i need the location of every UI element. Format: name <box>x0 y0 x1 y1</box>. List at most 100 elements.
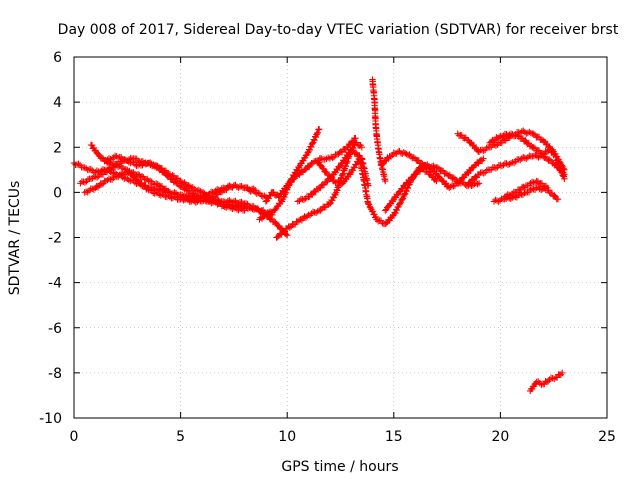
data-point <box>336 179 343 186</box>
axis-ticks: 0 5 10 15 20 25 -10 -8 -6 -4 -2 0 2 4 6 <box>39 50 616 445</box>
data-point <box>146 177 154 184</box>
data-point <box>329 154 336 162</box>
x-tick-label: 0 <box>70 429 79 445</box>
data-point <box>512 132 519 140</box>
data-point <box>81 179 89 186</box>
data-point <box>256 208 264 215</box>
grid-lines <box>74 57 607 418</box>
data-point <box>98 181 106 188</box>
series-track-13 <box>454 127 568 174</box>
x-tick-label: 20 <box>491 429 509 445</box>
data-point <box>303 212 311 220</box>
data-point <box>353 139 360 146</box>
data-point <box>75 160 82 168</box>
data-point <box>515 156 522 163</box>
x-tick-label: 15 <box>385 429 403 445</box>
data-point <box>490 137 497 145</box>
data-point <box>560 172 567 180</box>
data-point <box>401 191 408 198</box>
series-track-9 <box>294 146 372 205</box>
data-point <box>551 375 558 383</box>
data-markers <box>70 76 568 395</box>
data-point <box>328 174 336 181</box>
data-point <box>533 184 540 192</box>
data-point <box>119 165 126 172</box>
data-point <box>113 153 120 160</box>
data-point <box>194 187 201 194</box>
series-track-18 <box>527 369 566 395</box>
data-point <box>447 183 454 191</box>
data-point <box>474 180 481 188</box>
data-point <box>216 199 223 206</box>
data-point <box>480 147 487 154</box>
series-track-12 <box>382 161 483 214</box>
data-point <box>558 168 566 175</box>
data-point <box>518 128 525 135</box>
data-point <box>403 188 410 195</box>
data-point <box>400 149 407 156</box>
data-point <box>433 177 440 185</box>
data-point <box>89 185 96 193</box>
data-point <box>252 186 259 194</box>
data-point <box>302 166 309 173</box>
data-point <box>73 161 81 168</box>
y-tick-label: -4 <box>48 276 62 292</box>
data-point <box>513 132 521 139</box>
data-point <box>138 173 146 180</box>
data-point <box>274 233 281 241</box>
data-point <box>438 167 445 174</box>
data-point <box>544 184 551 192</box>
data-point <box>241 207 248 214</box>
data-point <box>86 166 93 173</box>
series-track-17 <box>501 177 551 201</box>
series-track-14 <box>465 151 568 187</box>
data-point <box>307 143 315 151</box>
data-point <box>146 159 154 166</box>
data-point <box>507 192 514 199</box>
data-point <box>553 153 560 161</box>
data-point <box>520 127 527 134</box>
y-tick-label: -8 <box>48 366 62 382</box>
data-point <box>528 178 536 186</box>
data-point <box>200 189 207 196</box>
data-point <box>559 171 566 179</box>
data-point <box>282 189 290 197</box>
data-point <box>527 129 535 137</box>
data-point <box>404 151 412 159</box>
data-point <box>266 208 274 215</box>
data-point <box>286 224 294 231</box>
data-point <box>495 198 502 205</box>
data-point <box>544 377 552 385</box>
data-point <box>396 200 404 207</box>
data-point <box>521 189 528 197</box>
y-tick-label: -6 <box>48 321 62 337</box>
data-point <box>127 177 134 185</box>
data-point <box>475 180 483 187</box>
data-point <box>315 126 323 133</box>
x-tick-label: 25 <box>598 429 616 445</box>
data-point <box>393 206 401 214</box>
data-point <box>434 164 441 171</box>
data-point <box>530 130 537 138</box>
plot-frame <box>73 56 608 419</box>
data-point <box>311 136 318 144</box>
data-point <box>524 154 532 161</box>
data-point <box>114 154 122 162</box>
y-tick-label: -2 <box>48 231 62 247</box>
data-point <box>95 151 102 158</box>
data-point <box>323 178 330 186</box>
data-point <box>554 195 562 203</box>
data-point <box>118 170 125 177</box>
series-track-5 <box>102 152 248 214</box>
y-axis-label: SDTVAR / TECUs <box>7 181 23 296</box>
data-point <box>523 155 530 162</box>
data-point <box>300 196 308 204</box>
data-point <box>186 183 194 190</box>
data-point <box>558 169 565 176</box>
data-point <box>306 146 314 154</box>
data-point <box>480 155 487 162</box>
data-point <box>213 186 221 193</box>
data-point <box>311 209 318 216</box>
data-point <box>181 196 189 203</box>
data-point <box>480 170 487 177</box>
